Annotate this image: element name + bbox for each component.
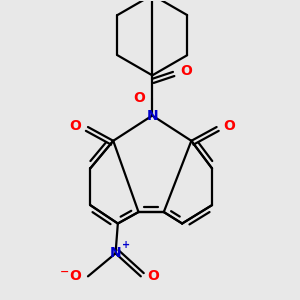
Text: O: O — [148, 269, 160, 283]
Text: −: − — [60, 267, 70, 277]
Text: O: O — [69, 269, 81, 283]
Text: O: O — [69, 119, 81, 133]
Text: N: N — [110, 246, 122, 260]
Text: O: O — [180, 64, 192, 78]
Text: +: + — [122, 240, 130, 250]
Text: O: O — [224, 119, 236, 133]
Text: N: N — [146, 109, 158, 122]
Text: O: O — [134, 91, 146, 105]
